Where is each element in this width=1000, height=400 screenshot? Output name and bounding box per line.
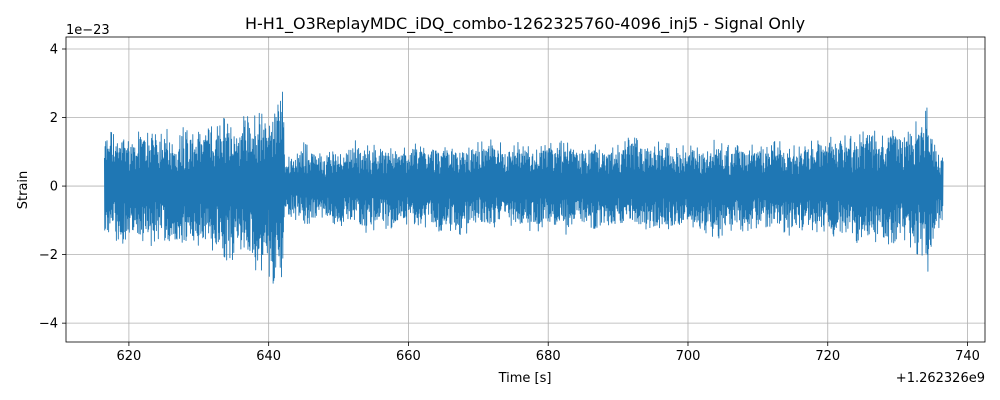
x-tick-label: 680 [536, 349, 561, 364]
y-axis-label: Strain [16, 171, 31, 210]
y-tick-label: −4 [39, 317, 58, 332]
x-tick-label: 620 [116, 349, 141, 364]
y-axis-ticks: −4 −2 0 2 4 [39, 42, 66, 332]
y-tick-label: 2 [50, 111, 58, 126]
signal-series [103, 91, 944, 284]
chart-title: H-H1_O3ReplayMDC_iDQ_combo-1262325760-40… [245, 14, 805, 34]
x-tick-label: 740 [955, 349, 980, 364]
x-tick-label: 640 [256, 349, 281, 364]
y-tick-label: 4 [50, 42, 58, 57]
x-tick-label: 720 [815, 349, 840, 364]
y-tick-label: 0 [50, 180, 58, 195]
x-offset-text: +1.262326e9 [896, 371, 985, 386]
x-tick-label: 700 [676, 349, 701, 364]
y-tick-label: −2 [39, 248, 58, 263]
y-scale-factor: 1e−23 [66, 23, 110, 38]
strain-signal-line [103, 91, 944, 284]
x-axis-ticks: 620 640 660 680 700 720 740 [116, 342, 980, 364]
x-axis-label: Time [s] [498, 371, 552, 386]
x-tick-label: 660 [396, 349, 421, 364]
plot-frame [65, 36, 986, 343]
